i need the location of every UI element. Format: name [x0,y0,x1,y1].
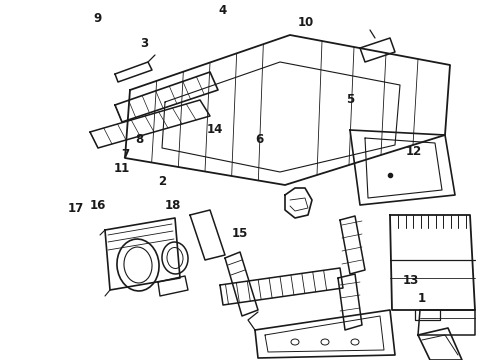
Text: 5: 5 [346,93,354,105]
Text: 3: 3 [141,37,148,50]
Text: 7: 7 [121,148,129,161]
Text: 15: 15 [232,227,248,240]
Text: 8: 8 [136,133,144,146]
Text: 6: 6 [256,133,264,146]
Text: 18: 18 [164,199,181,212]
Text: 2: 2 [158,175,166,188]
Text: 13: 13 [402,274,419,287]
Text: 4: 4 [219,4,227,17]
Text: 17: 17 [68,202,84,215]
Text: 9: 9 [93,12,101,25]
Text: 10: 10 [298,16,315,29]
Text: 14: 14 [206,123,223,136]
Text: 1: 1 [417,292,425,305]
Text: 12: 12 [406,145,422,158]
Text: 16: 16 [90,199,106,212]
Text: 11: 11 [113,162,130,175]
